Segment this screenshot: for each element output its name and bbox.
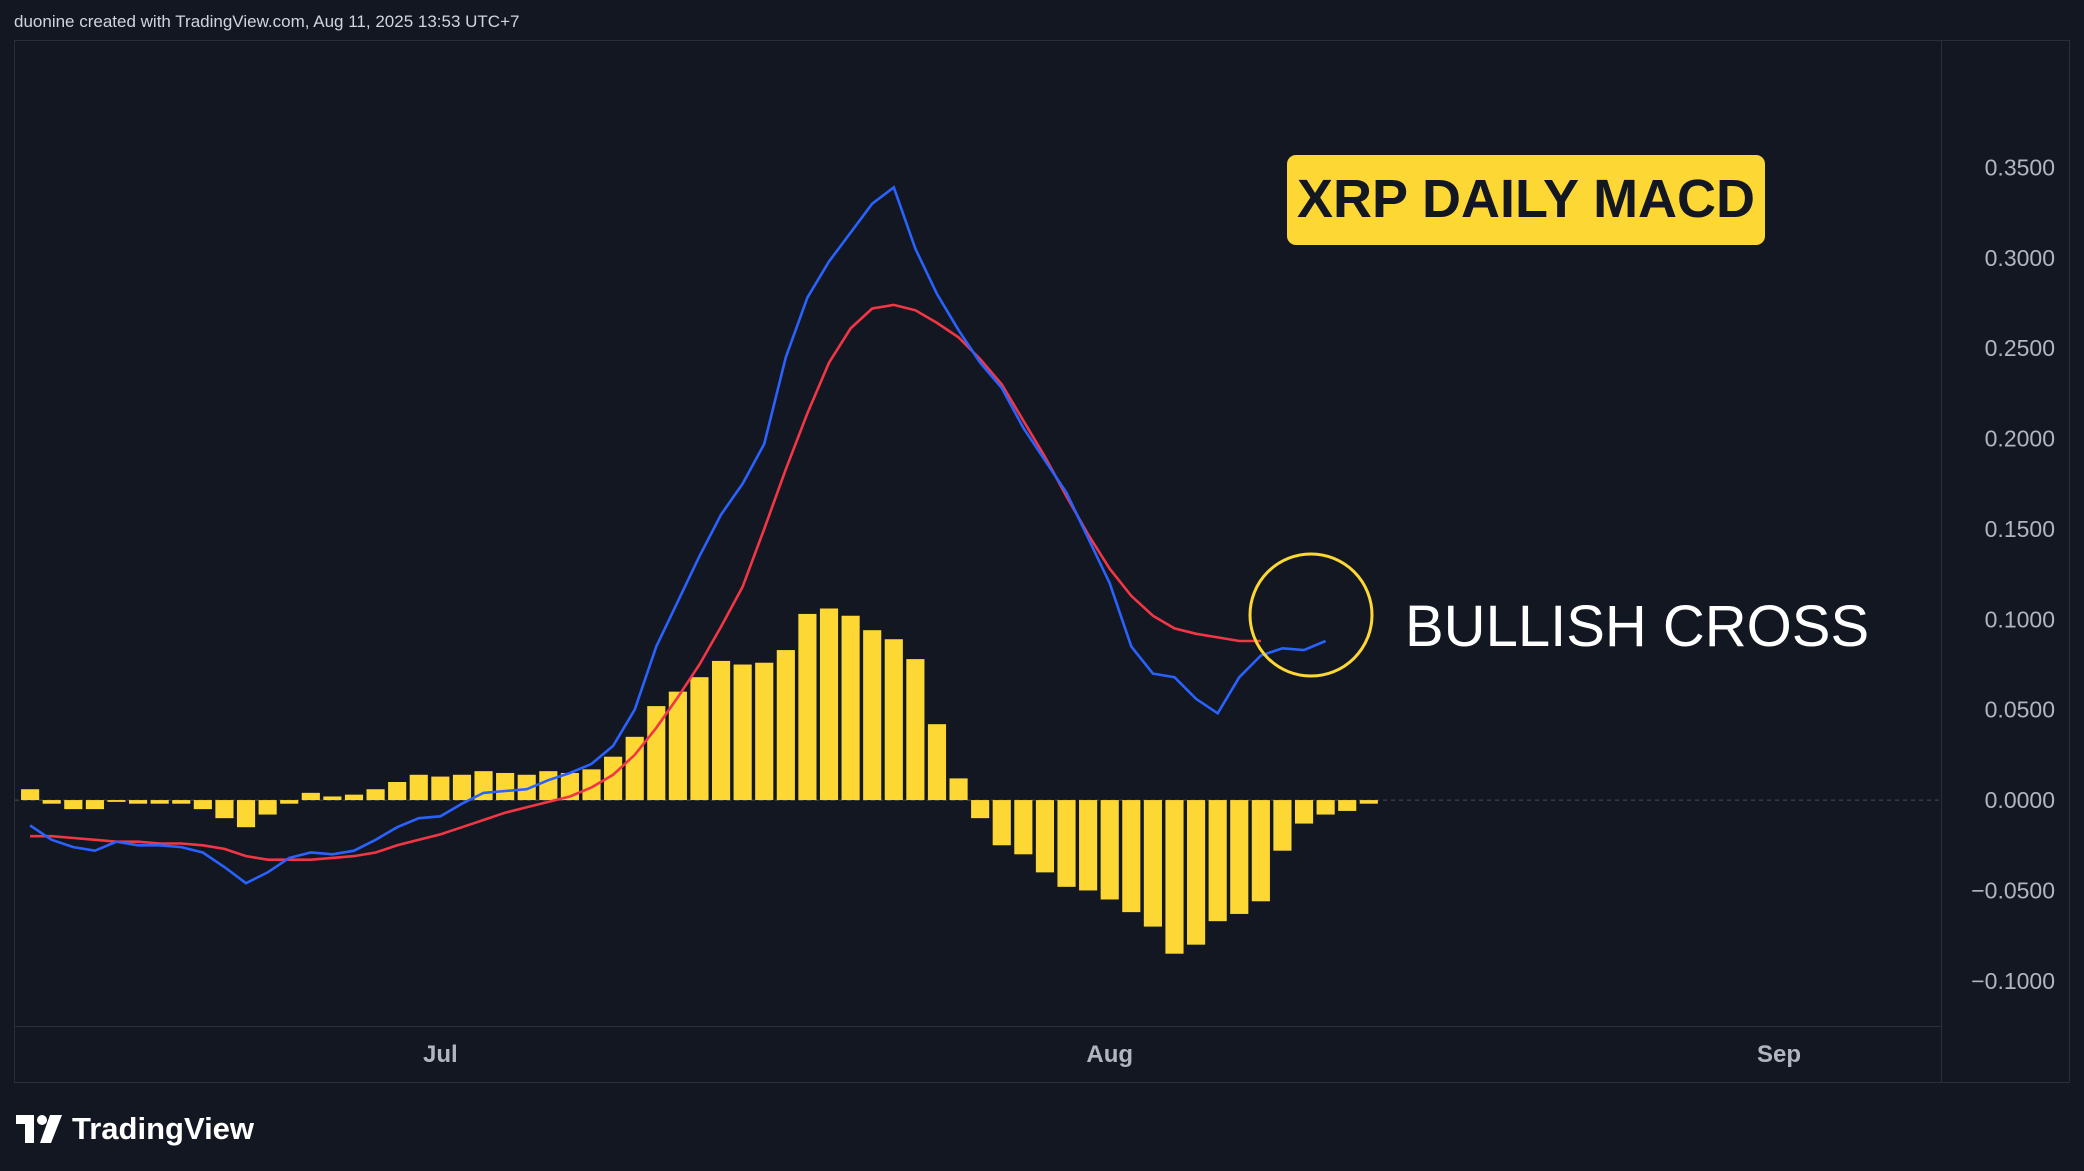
title-badge: XRP DAILY MACD (1287, 155, 1765, 245)
histogram-bar (150, 800, 169, 804)
y-tick-label: 0.2500 (1985, 335, 2055, 361)
histogram-bar (625, 736, 644, 801)
y-tick-label: 0.0000 (1985, 787, 2055, 813)
histogram-bar (539, 771, 558, 801)
histogram-bar (280, 800, 299, 804)
time-scale-divider (15, 1026, 1941, 1027)
histogram-bar (1316, 800, 1335, 815)
histogram-bar (1273, 800, 1292, 851)
histogram-bar (1165, 800, 1184, 954)
x-tick-label: Aug (1086, 1041, 1133, 1068)
signal-line (30, 303, 1261, 861)
histogram-bar (604, 756, 623, 801)
footer-bar: TradingView (0, 1083, 2084, 1171)
y-axis-ticks: 0.3500 0.3000 0.2500 0.2000 0.1500 0.1000 0.05… (1971, 155, 2055, 994)
price-scale-divider (1941, 41, 1942, 1082)
y-tick-label: 0.3000 (1985, 245, 2055, 271)
histogram-bar (992, 800, 1011, 846)
histogram-bar (1208, 800, 1227, 922)
histogram-bar (64, 800, 83, 810)
y-tick-label: 0.1000 (1985, 606, 2055, 632)
histogram-bar (21, 789, 40, 801)
cross-highlight-circle (1248, 552, 1374, 678)
histogram-bar (85, 800, 104, 810)
y-tick-label: 0.0500 (1985, 697, 2055, 723)
histogram-bar (129, 800, 148, 804)
histogram-bar (1057, 800, 1076, 887)
histogram-bar (1100, 800, 1119, 900)
histogram-bar (711, 660, 731, 801)
histogram-bar (841, 615, 860, 801)
histogram-bar (215, 800, 234, 819)
histogram-bar (906, 659, 925, 801)
macd-line (29, 185, 1327, 885)
histogram-bar (344, 794, 364, 801)
histogram-bar (431, 776, 450, 801)
attribution-text: duonine created with TradingView.com, Au… (14, 12, 520, 31)
histogram-bar (1079, 800, 1098, 891)
histogram-bar (366, 789, 385, 801)
title-badge-text: XRP DAILY MACD (1297, 169, 1755, 229)
histogram-bar (690, 677, 709, 801)
x-axis-ticks: Jul Aug Sep (423, 1041, 1801, 1068)
histogram-bar (927, 724, 947, 801)
histogram-bar (258, 800, 277, 815)
histogram-bar (798, 613, 817, 801)
histogram-bar (1035, 800, 1055, 873)
bullish-cross-label: BULLISH CROSS (1405, 594, 1869, 659)
histogram-bar (301, 792, 320, 801)
histogram-bar (496, 772, 515, 801)
histogram-bar (884, 639, 903, 801)
histogram-bar (42, 800, 61, 804)
x-tick-label: Jul (423, 1041, 458, 1068)
histogram-bar (1014, 800, 1033, 855)
histogram-bar (776, 650, 795, 801)
histogram-bar (1143, 800, 1162, 927)
histogram-bar (1251, 800, 1270, 902)
x-tick-label: Sep (1757, 1041, 1801, 1068)
histogram-bar (863, 630, 882, 801)
tradingview-logo[interactable]: TradingView (16, 1111, 254, 1147)
y-tick-label: 0.1500 (1985, 516, 2055, 542)
histogram-bar (755, 662, 774, 801)
histogram-bar (1187, 800, 1206, 945)
histogram-bar (452, 774, 472, 801)
histogram-bar (172, 800, 191, 804)
histogram-bar (668, 691, 687, 801)
tradingview-logo-text: TradingView (72, 1111, 255, 1146)
histogram-bar (819, 608, 839, 801)
y-tick-label: −0.1000 (1971, 968, 2055, 994)
histogram-bar (107, 800, 126, 802)
histogram-bar (949, 778, 968, 801)
histogram-bar (971, 800, 990, 819)
histogram-bar (323, 796, 342, 801)
histogram-bar (1359, 800, 1378, 804)
y-tick-label: 0.2000 (1985, 426, 2055, 452)
y-tick-label: 0.3500 (1985, 155, 2055, 181)
histogram-bar (193, 800, 212, 810)
histogram-bar (236, 800, 256, 828)
chart-panel[interactable]: 0.3500 0.3000 0.2500 0.2000 0.1500 0.1000 0.05… (14, 40, 2070, 1083)
attribution-bar: duonine created with TradingView.com, Au… (0, 0, 2084, 40)
y-tick-label: −0.0500 (1971, 877, 2055, 903)
histogram-bar (409, 774, 428, 801)
histogram-bar (388, 782, 407, 801)
histogram-bars (21, 608, 1378, 954)
histogram-bar (582, 769, 601, 801)
histogram-bar (517, 774, 536, 801)
histogram-bar (1230, 800, 1249, 914)
histogram-bar (1294, 800, 1314, 824)
tradingview-logo-icon (16, 1115, 62, 1143)
histogram-bar (647, 706, 666, 801)
histogram-bar (1338, 800, 1357, 811)
macd-chart[interactable]: 0.3500 0.3000 0.2500 0.2000 0.1500 0.1000 0.05… (15, 41, 2069, 1082)
histogram-bar (1122, 800, 1141, 913)
histogram-bar (733, 664, 752, 801)
